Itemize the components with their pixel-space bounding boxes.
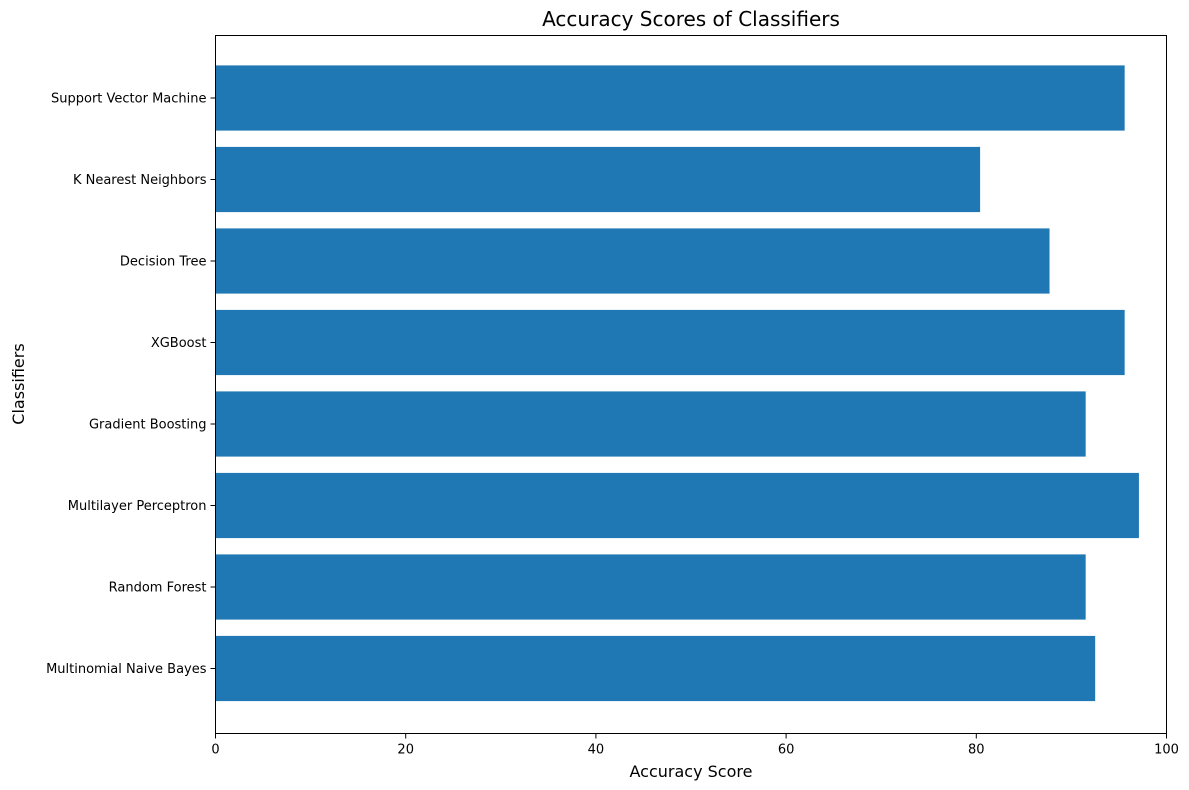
x-tick-label: 40 — [588, 743, 605, 758]
x-tick-label: 20 — [397, 743, 414, 758]
x-tick-label: 100 — [1154, 743, 1179, 758]
x-tick-label: 60 — [778, 743, 795, 758]
x-ticks-layer: 0 20 40 60 80 100 — [211, 733, 1179, 758]
bar-random-forest — [215, 554, 1086, 620]
x-tick-label: 80 — [968, 743, 985, 758]
chart-title: Accuracy Scores of Classifiers — [542, 7, 840, 31]
bar-multilayer-perceptron — [215, 472, 1139, 539]
y-tick-label: Multilayer Perceptron — [68, 499, 207, 514]
y-tick-label: Random Forest — [109, 581, 207, 596]
y-tick-label: XGBoost — [151, 336, 207, 351]
x-tick-label: 0 — [211, 743, 219, 758]
y-tick-label: Decision Tree — [120, 255, 207, 270]
y-tick-label: Gradient Boosting — [89, 418, 207, 433]
bar-multinomial-naive-bayes — [215, 635, 1096, 702]
bar-support-vector-machine — [215, 65, 1125, 131]
y-ticks-layer: Multinomial Naive Bayes Random Forest Mult… — [46, 92, 216, 677]
y-tick-label: Support Vector Machine — [51, 92, 207, 107]
y-axis-label: Classifiers — [9, 343, 28, 424]
bars-layer — [215, 65, 1139, 702]
bar-k-nearest-neighbors — [215, 146, 981, 213]
bar-decision-tree — [215, 228, 1050, 294]
y-tick-label: K Nearest Neighbors — [73, 173, 207, 188]
plot-frame — [215, 35, 1167, 734]
y-tick-label: Multinomial Naive Bayes — [46, 662, 207, 677]
bar-gradient-boosting — [215, 391, 1086, 457]
x-axis-label: Accuracy Score — [630, 762, 753, 781]
bar-xgboost — [215, 309, 1125, 376]
